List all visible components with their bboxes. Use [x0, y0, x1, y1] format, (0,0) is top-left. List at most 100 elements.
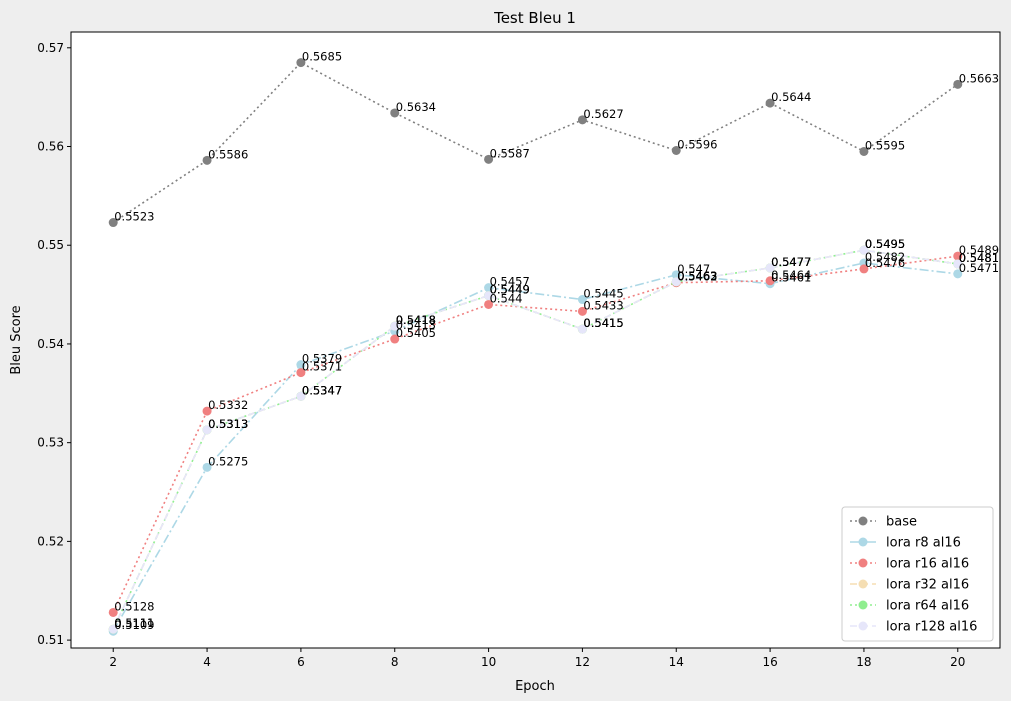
series-lora-r16-al16: [108, 251, 963, 617]
legend-item: lora r8 al16: [850, 536, 961, 551]
data-label: 0.5445: [583, 287, 623, 301]
data-label: 0.5463: [677, 269, 717, 283]
data-label: 0.5111: [114, 616, 154, 630]
series-lora-r128-al16: [108, 245, 963, 634]
y-tick-label: 0.57: [37, 41, 64, 55]
legend-marker: [858, 537, 868, 547]
legend-marker: [858, 579, 868, 589]
data-label: 0.5464: [771, 268, 811, 282]
data-label: 0.5463: [677, 269, 717, 283]
data-label: 0.5313: [208, 417, 248, 431]
series-layer: [108, 58, 963, 636]
data-label: 0.5596: [677, 137, 717, 151]
legend-label: lora r32 al16: [886, 578, 969, 593]
data-label: 0.5405: [396, 326, 436, 340]
data-point: [859, 245, 869, 255]
legend-item: lora r16 al16: [850, 557, 969, 572]
x-tick-label: 10: [481, 655, 496, 669]
series-line: [112, 61, 959, 224]
data-label: 0.5109: [114, 618, 154, 632]
data-point: [953, 251, 963, 261]
data-label: 0.5418: [396, 313, 436, 327]
data-label: 0.5482: [865, 250, 905, 264]
data-label: 0.5634: [396, 100, 436, 114]
data-label: 0.5481: [959, 251, 999, 265]
data-label: 0.5481: [959, 251, 999, 265]
legend-box: [841, 506, 994, 642]
data-point: [765, 98, 775, 108]
x-tick-label: 18: [856, 655, 871, 669]
data-label: 0.5347: [302, 383, 342, 397]
data-label: 0.5313: [208, 417, 248, 431]
data-label: 0.5477: [771, 255, 811, 269]
y-tick-label: 0.53: [37, 436, 64, 450]
data-label: 0.5379: [302, 352, 342, 366]
x-tick-label: 16: [762, 655, 777, 669]
data-label: 0.5495: [865, 237, 905, 251]
x-tick-label: 12: [575, 655, 590, 669]
data-point: [765, 263, 775, 273]
chart-title: Test Bleu 1: [493, 9, 576, 27]
data-label: 0.5433: [583, 298, 623, 312]
y-tick-label: 0.55: [37, 238, 64, 252]
data-point: [859, 264, 869, 274]
data-label: 0.5627: [583, 107, 623, 121]
y-tick-label: 0.52: [37, 534, 64, 548]
legend-item: lora r32 al16: [850, 578, 969, 593]
plot-frame: [70, 31, 1001, 649]
data-point: [202, 406, 212, 416]
legend-marker: [858, 516, 868, 526]
data-label: 0.5347: [302, 383, 342, 397]
data-label: 0.5332: [208, 398, 248, 412]
data-point: [484, 154, 494, 164]
data-point: [671, 270, 681, 280]
data-label: 0.5644: [771, 90, 811, 104]
y-tick-label: 0.51: [37, 633, 64, 647]
legend: base lora r8 al16 lora r16 al16 lora r32 al…: [841, 506, 994, 642]
data-label: 0.5275: [208, 454, 248, 468]
data-point: [390, 321, 400, 331]
data-label: 0.5347: [302, 383, 342, 397]
data-point: [953, 259, 963, 269]
x-tick-label: 4: [203, 655, 211, 669]
series-line: [112, 262, 958, 632]
data-label: 0.5663: [959, 71, 999, 85]
data-label: 0.5462: [677, 270, 717, 284]
data-point: [202, 425, 212, 435]
legend-label: lora r128 al16: [886, 620, 977, 635]
x-axis-title: Epoch: [515, 679, 555, 694]
series-line: [112, 255, 958, 613]
data-point: [108, 218, 118, 228]
series-base: [108, 58, 963, 228]
data-point: [765, 276, 775, 286]
x-tick-label: 2: [109, 655, 117, 669]
data-point: [953, 79, 963, 89]
legend-item: lora r128 al16: [850, 620, 977, 635]
data-point: [296, 58, 306, 68]
data-label: 0.5481: [959, 251, 999, 265]
data-point: [108, 607, 118, 617]
legend-label: lora r64 al16: [886, 599, 969, 614]
data-label: 0.5586: [208, 147, 248, 161]
y-tick-label: 0.56: [37, 140, 64, 154]
legend-item: lora r64 al16: [850, 599, 969, 614]
y-axis: 0.51 0.52 0.53 0.54 0.55 0.56 0.57: [37, 41, 71, 647]
data-label: 0.5477: [771, 255, 811, 269]
data-label: 0.5415: [583, 316, 623, 330]
data-label: 0.5111: [114, 616, 154, 630]
data-label: 0.5457: [490, 275, 530, 289]
data-point: [484, 291, 494, 301]
y-axis-title: Bleu Score: [9, 305, 24, 374]
data-label: 0.544: [490, 291, 523, 305]
data-point: [296, 391, 306, 401]
data-point: [671, 145, 681, 155]
legend-label: lora r8 al16: [886, 536, 961, 551]
data-point: [577, 295, 587, 305]
data-label: 0.5476: [865, 256, 905, 270]
data-label: 0.547: [677, 262, 710, 276]
data-point: [390, 334, 400, 344]
data-label: 0.5489: [959, 243, 999, 257]
data-point: [202, 155, 212, 165]
data-label: 0.5415: [583, 316, 623, 330]
